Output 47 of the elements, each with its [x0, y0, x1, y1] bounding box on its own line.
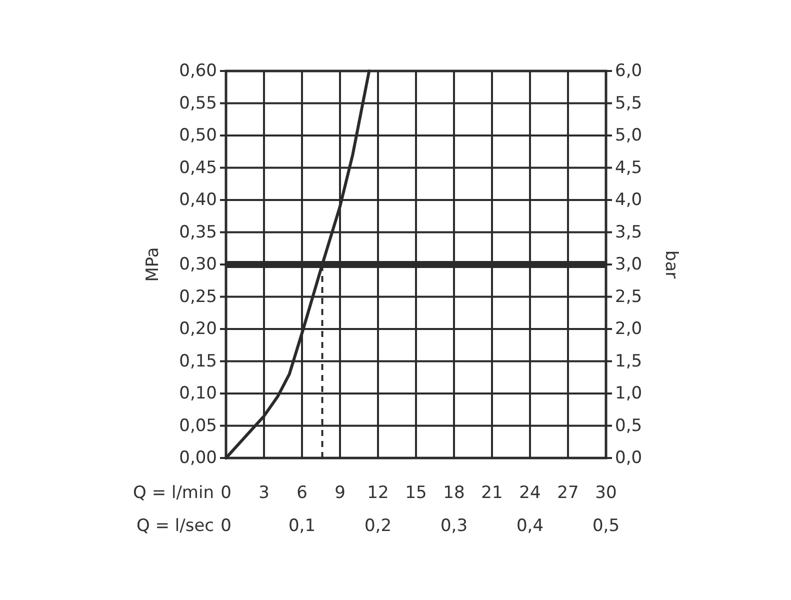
x-tick-label: 21: [481, 483, 503, 503]
x-tick-label: 0: [220, 483, 232, 503]
x-tick-label: 12: [367, 483, 389, 503]
y-tick-label: 0,45: [179, 158, 217, 178]
y-axis-title: MPa: [143, 247, 163, 282]
x-tick-label: 6: [296, 483, 308, 503]
x-tick-label: 15: [405, 483, 427, 503]
y2-tick-label: 5,0: [615, 126, 642, 146]
y-tick-label: 0,50: [179, 126, 217, 146]
y2-tick-label: 5,5: [615, 93, 642, 114]
y-tick-label: 0,10: [179, 384, 217, 404]
y2-tick-label: 0,0: [615, 448, 642, 468]
y-tick-label: 0,30: [179, 254, 217, 274]
y2-tick-label: 1,0: [615, 384, 642, 404]
y-tick-label: 0,20: [179, 319, 217, 339]
x2-tick-label: 0,4: [516, 516, 544, 536]
y2-tick-label: 3,5: [615, 222, 642, 242]
y-tick-label: 0,60: [179, 61, 217, 81]
y-tick-label: 0,25: [179, 286, 217, 307]
x2-tick-label: 0,2: [364, 516, 392, 536]
x-tick-label: 9: [334, 483, 346, 503]
y-tick-label: 0,55: [179, 93, 217, 114]
x2-axis-title: Q = l/sec: [136, 516, 214, 536]
y2-axis-title: bar: [661, 250, 681, 279]
y-tick-label: 0,05: [179, 416, 217, 436]
y2-tick-label: 0,5: [615, 416, 642, 436]
x2-tick-label: 0,3: [440, 516, 468, 536]
x-tick-label: 24: [519, 483, 541, 503]
x-tick-label: 18: [443, 483, 465, 503]
y-tick-label: 0,40: [179, 190, 217, 210]
x-tick-label: 27: [557, 483, 579, 503]
y2-tick-label: 6,0: [615, 61, 642, 81]
y2-tick-label: 2,5: [615, 286, 642, 307]
y2-tick-label: 1,5: [615, 351, 642, 372]
y-tick-label: 0,15: [179, 351, 217, 372]
y-tick-label: 0,35: [179, 222, 217, 242]
x2-tick-label: 0,1: [288, 516, 316, 536]
x2-tick-label: 0: [220, 516, 232, 536]
x2-tick-label: 0,5: [592, 516, 620, 536]
x-axis-title: Q = l/min: [133, 483, 214, 503]
x-tick-label: 3: [258, 483, 270, 503]
y2-tick-label: 4,5: [615, 158, 642, 178]
x-tick-label: 30: [595, 483, 617, 503]
y2-tick-label: 2,0: [615, 319, 642, 339]
y-tick-label: 0,00: [179, 448, 217, 468]
y2-tick-label: 4,0: [615, 190, 642, 210]
y2-tick-label: 3,0: [615, 254, 642, 274]
